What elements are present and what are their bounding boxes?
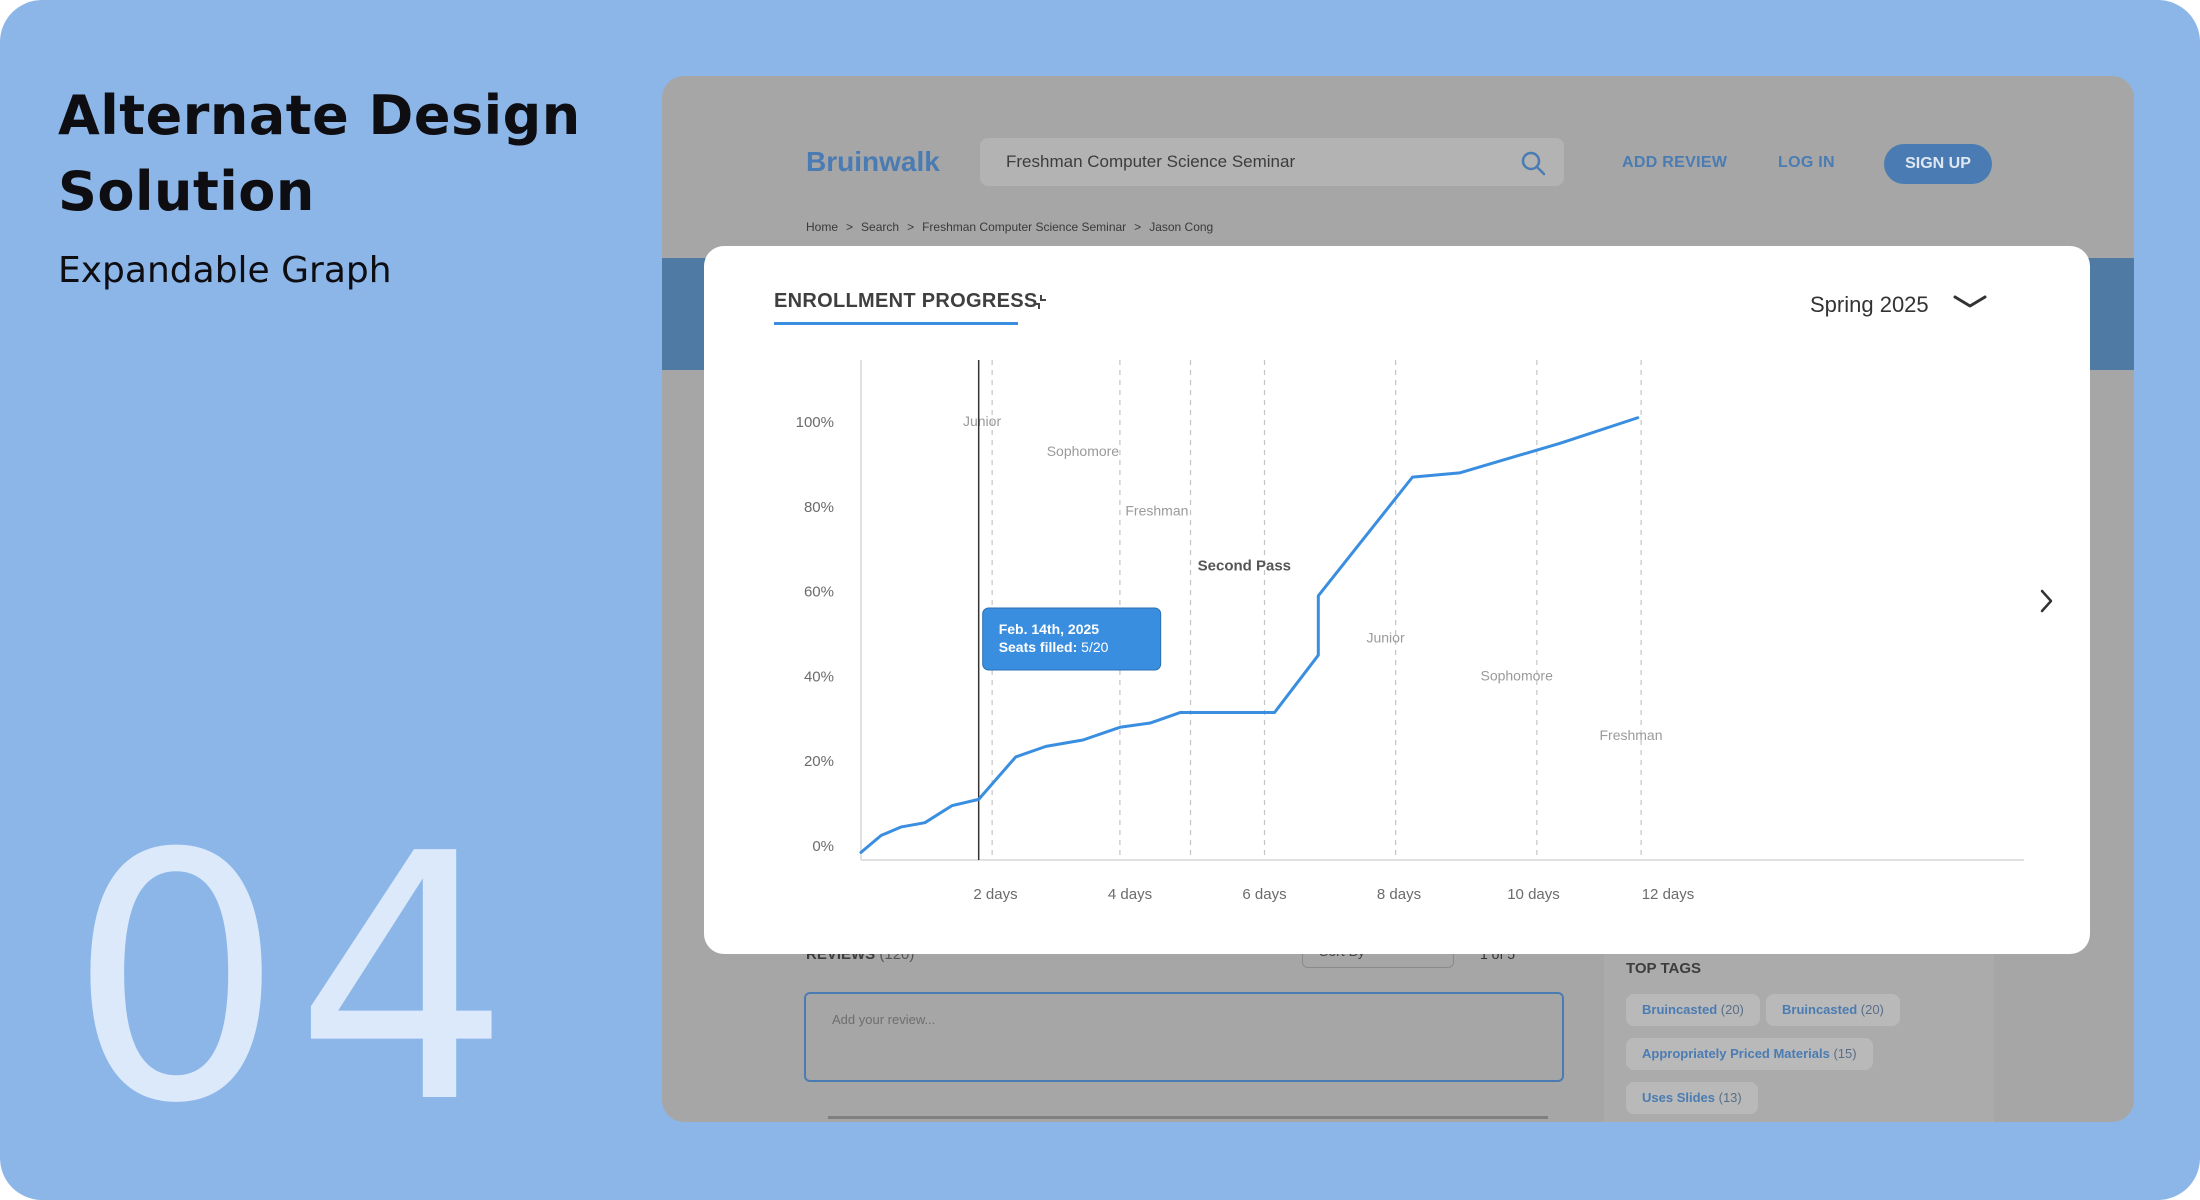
modal-title-underline [774,322,1018,325]
tag-chip[interactable]: Appropriately Priced Materials (15) [1626,1038,1873,1070]
tag-count: (13) [1718,1090,1742,1105]
tag-name: Bruincasted [1642,1002,1718,1017]
chevron-right-icon[interactable] [2034,586,2058,616]
phase-label: Junior [1366,629,1404,645]
breadcrumb-course[interactable]: Freshman Computer Science Seminar [922,220,1127,234]
review-row-peek [828,1116,1548,1122]
search-input[interactable]: Freshman Computer Science Seminar [980,138,1564,186]
tag-chip[interactable]: Uses Slides (13) [1626,1082,1758,1114]
y-tick-label: 100% [796,414,834,431]
phase-label: Sophomore [1480,668,1553,684]
tooltip-seats-value: 5/20 [1081,639,1108,655]
enrollment-chart: 0% 20% 40% 60% 80% 100% 2 days 4 days 6 days 8 da… [796,360,2024,903]
phase-label: Junior [963,413,1001,429]
search-icon[interactable] [1520,150,1546,176]
slide-subtitle: Expandable Graph [58,250,392,291]
enrollment-series-line [859,416,1640,854]
slide-number: 04 [68,782,521,1178]
breadcrumb-separator: > [907,220,915,234]
chevron-down-icon[interactable] [1952,292,1988,312]
breadcrumb-home[interactable]: Home [806,220,839,234]
tag-chip[interactable]: Bruincasted (20) [1766,994,1900,1026]
review-input-placeholder: Add your review... [832,1012,936,1027]
breadcrumb-search[interactable]: Search [861,220,900,234]
add-review-link[interactable]: ADD REVIEW [1622,154,1728,171]
add-review-input[interactable]: Add your review... [804,992,1564,1082]
tag-chip[interactable]: Bruincasted (20) [1626,994,1760,1026]
breadcrumb-separator: > [846,220,854,234]
tag-count: (20) [1720,1002,1744,1017]
log-in-link[interactable]: LOG IN [1778,154,1835,171]
collapse-icon[interactable] [1030,292,1050,312]
search-value: Freshman Computer Science Seminar [1006,152,1296,171]
tag-name: Appropriately Priced Materials [1642,1046,1830,1061]
breadcrumb-professor[interactable]: Jason Cong [1149,220,1214,234]
logo[interactable]: Bruinwalk [806,146,940,177]
x-tick-label: 4 days [1108,886,1152,903]
x-tick-label: 12 days [1642,886,1695,903]
x-tick-label: 6 days [1242,886,1286,903]
tag-name: Bruincasted [1782,1002,1858,1017]
x-tick-label: 2 days [973,886,1017,903]
breadcrumb: Home > Search > Freshman Computer Scienc… [806,220,1213,234]
y-tick-label: 0% [812,838,834,855]
tooltip-seats: Seats filled: 5/20 [999,639,1109,655]
phase-label: Second Pass [1198,557,1291,574]
top-tags-heading: TOP TAGS [1626,960,1702,977]
x-tick-label: 10 days [1507,886,1560,903]
slide-title: Alternate Design Solution [58,84,581,223]
tag-count: (20) [1860,1002,1884,1017]
tag-count: (15) [1833,1046,1857,1061]
enrollment-modal: ENROLLMENT PROGRESS Spring 2025 0% 20% 40%… [704,246,2090,954]
x-tick-label: 8 days [1377,886,1421,903]
phase-label: Freshman [1125,502,1188,518]
term-select[interactable]: Spring 2025 [1810,292,1929,317]
breadcrumb-separator: > [1134,220,1142,234]
y-tick-label: 60% [804,584,834,601]
modal-title: ENROLLMENT PROGRESS [774,290,1038,312]
sign-up-button[interactable]: SIGN UP [1884,144,1992,184]
phase-label: Sophomore [1047,443,1120,459]
y-tick-label: 20% [804,753,834,770]
tag-name: Uses Slides [1642,1090,1715,1105]
y-tick-label: 40% [804,668,834,685]
y-tick-label: 80% [804,499,834,516]
tooltip-box [982,607,1162,671]
tooltip-seats-label: Seats filled: [999,639,1081,655]
tooltip-date: Feb. 14th, 2025 [999,621,1100,637]
phase-label: Freshman [1599,727,1662,743]
